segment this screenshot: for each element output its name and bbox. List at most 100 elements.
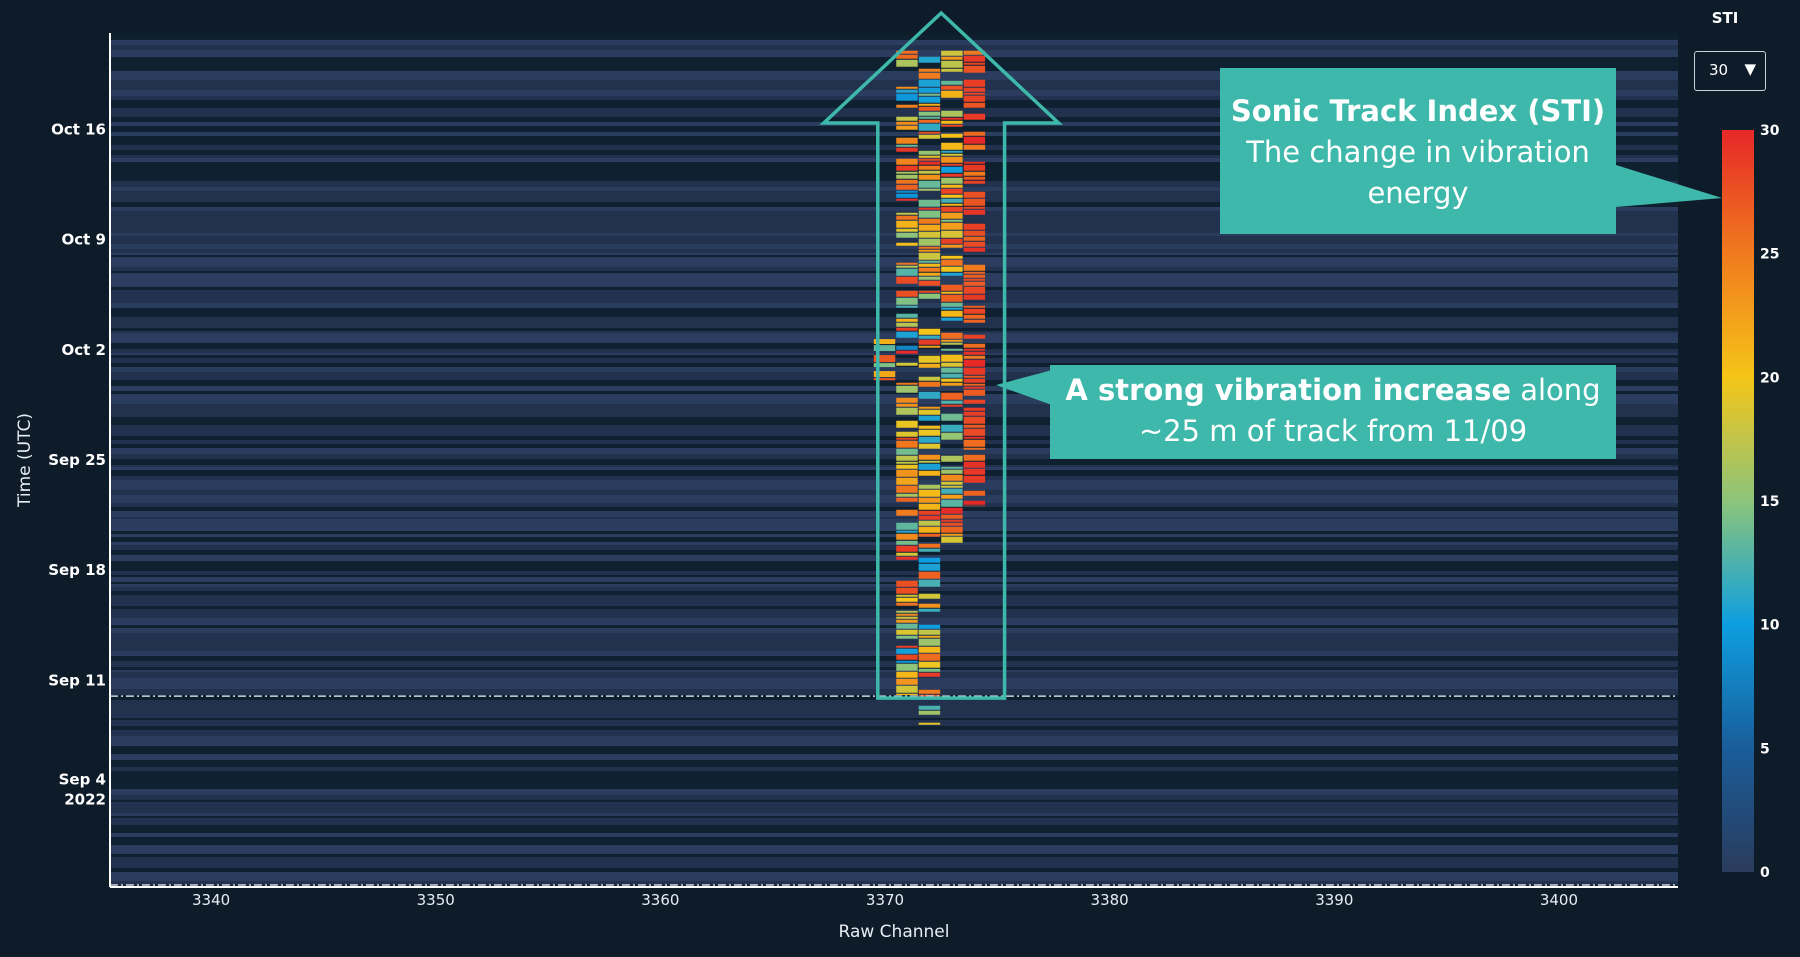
background-row: [110, 736, 1678, 741]
background-row: [110, 96, 1678, 100]
background-row: [110, 730, 1678, 736]
background-row: [110, 417, 1678, 420]
background-row: [110, 467, 1678, 470]
background-row: [110, 534, 1678, 537]
colorbar-gradient-bar: [1722, 130, 1754, 872]
background-row: [110, 760, 1678, 765]
background-row: [110, 82, 1678, 87]
heatmap-cell: [918, 103, 941, 106]
heatmap-cell: [963, 95, 986, 102]
heatmap-cell: [918, 646, 941, 653]
background-row: [110, 394, 1678, 398]
background-row: [110, 813, 1678, 816]
background-row: [110, 313, 1678, 317]
background-row: [110, 333, 1678, 339]
heatmap-cell: [941, 188, 963, 194]
background-row: [110, 117, 1678, 122]
background-row: [110, 386, 1678, 388]
background-row: [110, 207, 1678, 211]
background-row: [110, 132, 1678, 136]
heatmap-cell: [918, 355, 941, 363]
background-row: [110, 233, 1678, 236]
heatmap-cell: [896, 530, 918, 533]
heatmap-cell: [896, 50, 918, 54]
background-row: [110, 482, 1678, 485]
sti-callout: Sonic Track Index (STI) The change in vi…: [1220, 68, 1616, 234]
background-row: [110, 141, 1678, 145]
heatmap-cell: [896, 305, 918, 308]
heatmap-cell: [918, 409, 941, 415]
heatmap-cell: [918, 668, 941, 672]
heatmap-cell: [918, 207, 941, 210]
heatmap-cell: [918, 68, 941, 72]
heatmap-cell: [896, 297, 918, 305]
heatmap-cell: [896, 215, 918, 220]
heatmap-cell: [963, 424, 986, 428]
heatmap-cell: [941, 142, 963, 150]
heatmap-cell: [918, 290, 941, 293]
heatmap-cell: [963, 191, 986, 198]
heatmap-cell: [963, 367, 986, 375]
background-row: [110, 613, 1678, 618]
background-row: [110, 448, 1678, 454]
heatmap-cell: [896, 522, 918, 530]
colorbar-title: STI: [1711, 9, 1739, 27]
x-axis-ticks: 3340 3350 3360 3370 3380 3390 3400: [192, 891, 1578, 909]
background-row: [110, 62, 1678, 67]
increase-callout-text: along ~25 m of track from 11/09: [1138, 373, 1601, 448]
heatmap-cell: [918, 106, 941, 111]
heatmap-cell: [963, 247, 986, 252]
heatmap-cell: [941, 294, 963, 302]
colorbar-tick-label: 25: [1760, 247, 1779, 263]
heatmap-cell: [896, 93, 918, 101]
background-row: [110, 793, 1678, 795]
background-row: [110, 710, 1678, 716]
heatmap-cell: [963, 351, 986, 355]
heatmap-cell: [963, 383, 986, 386]
heatmap-cell: [918, 293, 941, 299]
heatmap-cell: [963, 87, 986, 92]
background-row: [110, 71, 1678, 74]
heatmap-cell: [963, 62, 986, 65]
background-row: [110, 412, 1678, 417]
background-row: [110, 587, 1678, 591]
background-row: [110, 705, 1678, 710]
heatmap-cell: [896, 198, 918, 201]
heatmap-cell: [896, 610, 918, 613]
heatmap-cell: [963, 55, 986, 62]
background-row: [110, 804, 1678, 810]
colorbar-tick-label: 20: [1760, 370, 1780, 386]
heatmap-cell: [963, 206, 986, 209]
heatmap-cell: [918, 429, 941, 436]
sti-range-dropdown[interactable]: 30 ▼: [1694, 51, 1766, 91]
background-row: [110, 87, 1678, 90]
heatmap-cell: [918, 497, 941, 503]
heatmap-cell: [963, 334, 986, 339]
heatmap-cell: [896, 89, 918, 93]
heatmap-cell: [941, 514, 963, 519]
heatmap-cell: [918, 503, 941, 510]
background-row: [110, 465, 1678, 467]
background-row: [110, 126, 1678, 132]
background-row: [110, 754, 1678, 756]
heatmap-cell: [896, 648, 918, 654]
heatmap-cell: [963, 389, 986, 396]
background-row: [110, 795, 1678, 800]
heatmap-cell: [941, 212, 963, 219]
background-row: [110, 485, 1678, 490]
heatmap-cell: [896, 174, 918, 179]
background-row: [110, 779, 1678, 781]
background-row: [110, 771, 1678, 776]
background-row: [110, 667, 1678, 670]
heatmap-cell: [918, 155, 941, 158]
heatmap-cell: [941, 404, 963, 407]
heatmap-cell: [941, 177, 963, 184]
heatmap-cell: [896, 125, 918, 130]
background-row: [110, 789, 1678, 793]
background-row: [110, 136, 1678, 141]
heatmap-cell: [941, 413, 963, 421]
background-row: [110, 802, 1678, 804]
background-row: [110, 881, 1678, 884]
heatmap-cell: [941, 382, 963, 386]
heatmap-cell: [941, 238, 963, 244]
